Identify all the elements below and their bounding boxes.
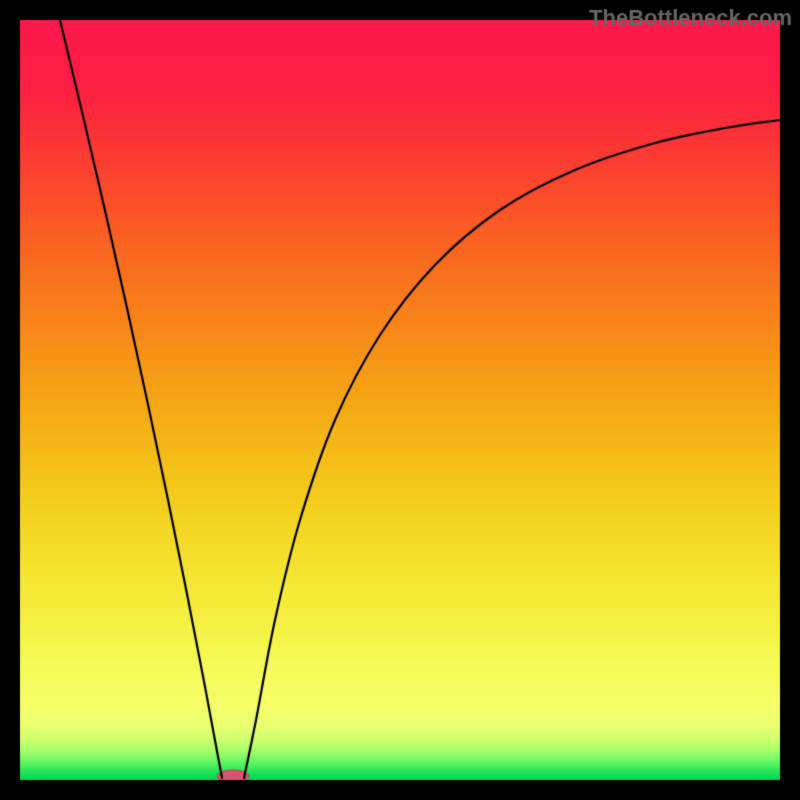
bottleneck-chart [0,0,800,800]
